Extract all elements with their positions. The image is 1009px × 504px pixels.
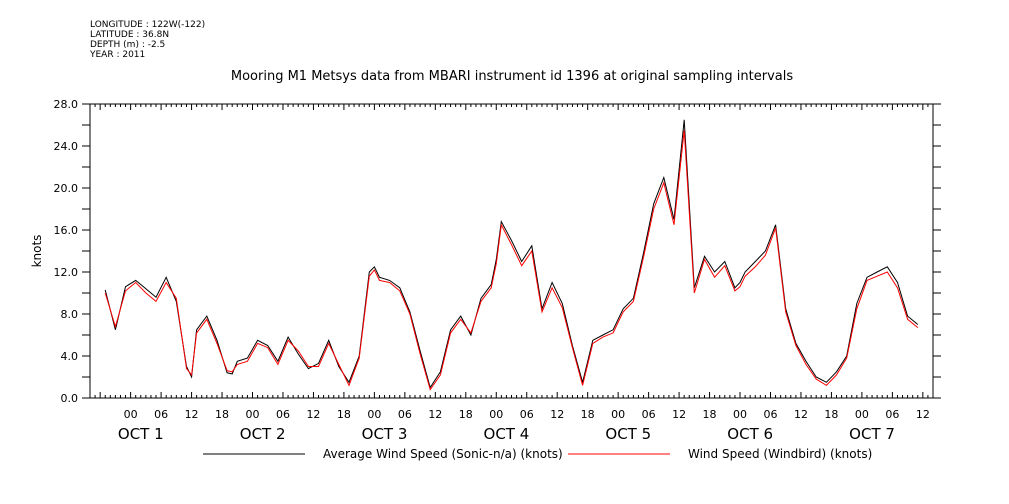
- legend: Average Wind Speed (Sonic-n/a) (knots) Wi…: [203, 447, 872, 461]
- x-tick-label: 18: [337, 408, 351, 421]
- x-tick-label: 12: [185, 408, 199, 421]
- x-tick-label: 06: [642, 408, 656, 421]
- plot-frame: [89, 103, 934, 399]
- latitude-text: LATITUDE : 36.8N: [90, 30, 170, 40]
- legend-label-2: Wind Speed (Windbird) (knots): [688, 447, 872, 461]
- y-tick-label: 28.0: [54, 98, 79, 111]
- x-tick-label: 12: [794, 408, 808, 421]
- x-tick-label: 06: [763, 408, 777, 421]
- x-day-label: OCT 1: [118, 425, 164, 443]
- series-line-1: [104, 119, 919, 389]
- x-day-label: OCT 4: [484, 425, 530, 443]
- x-tick-label: 06: [154, 408, 168, 421]
- x-tick-label: 00: [124, 408, 138, 421]
- x-tick-label: 06: [885, 408, 899, 421]
- x-tick-label: 18: [581, 408, 595, 421]
- x-tick-label: 00: [733, 408, 747, 421]
- y-tick-label: 12.0: [54, 266, 79, 279]
- x-tick-label: 00: [489, 408, 503, 421]
- y-tick-label: 8.0: [61, 308, 79, 321]
- x-tick-label: 00: [367, 408, 381, 421]
- legend-label-1: Average Wind Speed (Sonic-n/a) (knots): [323, 447, 563, 461]
- x-tick-label: 18: [824, 408, 838, 421]
- y-axis-labels: 0.0 4.0 8.0 12.0 16.0 20.0 24.0 28.0: [54, 98, 79, 405]
- axis-ticks: [82, 103, 941, 399]
- longitude-text: LONGITUDE : 122W(-122): [90, 20, 206, 30]
- x-tick-label: 12: [672, 408, 686, 421]
- x-day-label: OCT 3: [362, 425, 408, 443]
- y-tick-label: 4.0: [61, 350, 79, 363]
- depth-text: DEPTH (m) : -2.5: [90, 40, 166, 50]
- y-tick-label: 16.0: [54, 224, 79, 237]
- y-tick-label: 0.0: [61, 392, 79, 405]
- series-line-2: [104, 130, 919, 391]
- y-tick-label: 20.0: [54, 182, 79, 195]
- x-tick-label: 12: [428, 408, 442, 421]
- x-tick-label: 00: [611, 408, 625, 421]
- y-axis-label: knots: [30, 235, 44, 268]
- x-day-label: OCT 7: [849, 425, 895, 443]
- x-tick-label: 12: [916, 408, 930, 421]
- x-tick-label: 12: [550, 408, 564, 421]
- chart-title: Mooring M1 Metsys data from MBARI instru…: [231, 69, 793, 84]
- x-day-label: OCT 2: [240, 425, 286, 443]
- year-text: YEAR : 2011: [90, 50, 146, 60]
- x-tick-label: 18: [459, 408, 473, 421]
- x-tick-label: 06: [276, 408, 290, 421]
- x-tick-label: 00: [855, 408, 869, 421]
- metadata-block: LONGITUDE : 122W(-122) LATITUDE : 36.8N …: [90, 20, 205, 60]
- x-tick-label: 00: [246, 408, 260, 421]
- x-tick-label: 06: [520, 408, 534, 421]
- x-day-label: OCT 5: [605, 425, 651, 443]
- x-tick-label: 18: [703, 408, 717, 421]
- x-axis-labels: 00 06 12 18 00 06 12 18 00 06 12 18 00 06 12 18 00 06 12 18…: [118, 408, 930, 443]
- y-tick-label: 24.0: [54, 140, 79, 153]
- x-day-label: OCT 6: [727, 425, 773, 443]
- x-tick-label: 12: [306, 408, 320, 421]
- x-tick-label: 06: [398, 408, 412, 421]
- x-tick-label: 18: [215, 408, 229, 421]
- series-lines: [104, 119, 919, 391]
